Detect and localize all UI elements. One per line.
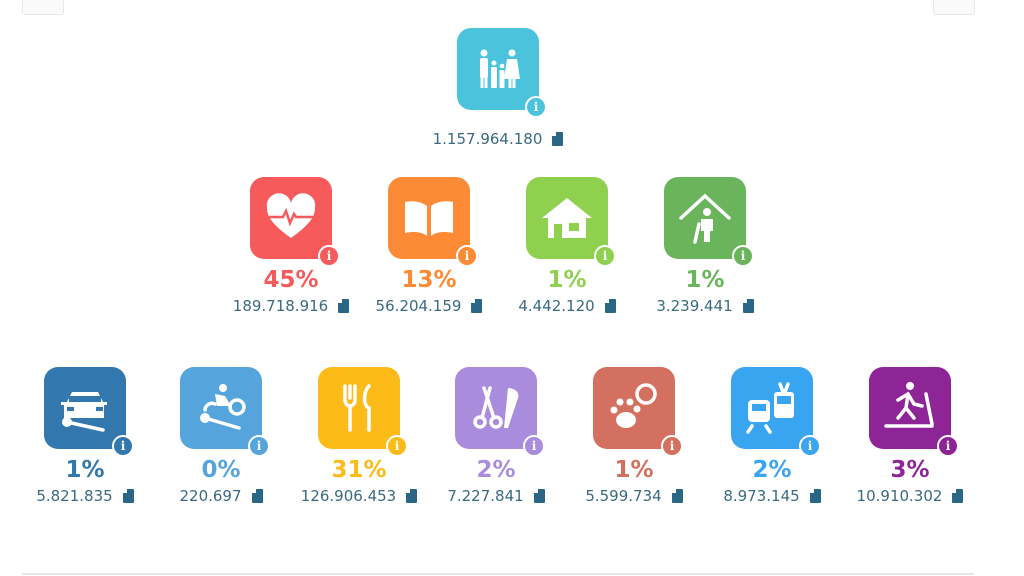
- motorbike-repair-tile[interactable]: i: [180, 367, 270, 457]
- percentage: 31%: [331, 457, 387, 483]
- percentage: 1%: [65, 457, 105, 483]
- fitness-tile[interactable]: i: [869, 367, 959, 457]
- next-button[interactable]: [933, 0, 975, 15]
- info-icon[interactable]: i: [525, 96, 547, 118]
- info-icon[interactable]: i: [318, 245, 340, 267]
- family-tile[interactable]: i: [457, 28, 547, 118]
- category-elderly-care: i 1% 3.239.441: [635, 177, 775, 315]
- document-icon[interactable]: [338, 299, 350, 313]
- percentage: 45%: [263, 267, 319, 293]
- amount: 1.157.964.180: [432, 130, 543, 148]
- motorbike-wrench-icon: [200, 384, 246, 430]
- category-car-repair: i 1% 5.821.835: [15, 367, 155, 505]
- amount: 10.910.302: [856, 487, 943, 505]
- percentage: 2%: [752, 457, 792, 483]
- amount: 8.973.145: [723, 487, 800, 505]
- info-icon[interactable]: i: [523, 435, 545, 457]
- category-food: i 31% 126.906.453: [289, 367, 429, 505]
- amount: 189.718.916: [232, 297, 329, 315]
- info-icon[interactable]: i: [732, 245, 754, 267]
- house-icon: [542, 198, 592, 238]
- pets-tile[interactable]: i: [593, 367, 683, 457]
- document-icon[interactable]: [742, 299, 754, 313]
- info-icon[interactable]: i: [661, 435, 683, 457]
- category-education: i 13% 56.204.159: [359, 177, 499, 315]
- category-transport: i 2% 8.973.145: [702, 367, 842, 505]
- open-book-icon: [405, 201, 453, 236]
- amount: 220.697: [179, 487, 242, 505]
- document-icon[interactable]: [552, 132, 564, 146]
- document-icon[interactable]: [406, 489, 418, 503]
- document-icon[interactable]: [809, 489, 821, 503]
- percentage: 13%: [401, 267, 457, 293]
- elderly-house-icon: [679, 193, 731, 244]
- document-icon[interactable]: [122, 489, 134, 503]
- family-icon: [480, 49, 520, 88]
- amount: 4.442.120: [518, 297, 595, 315]
- housing-tile[interactable]: i: [526, 177, 616, 267]
- amount: 126.906.453: [300, 487, 397, 505]
- category-family: i 1.157.964.180: [428, 28, 568, 148]
- info-icon[interactable]: i: [456, 245, 478, 267]
- food-tile[interactable]: i: [318, 367, 408, 457]
- category-pets: i 1% 5.599.734: [564, 367, 704, 505]
- percentage: 3%: [890, 457, 930, 483]
- divider: [22, 573, 974, 575]
- paw-icon: [610, 383, 657, 428]
- category-fitness: i 3% 10.910.302: [840, 367, 980, 505]
- amount: 7.227.841: [447, 487, 524, 505]
- amount: 5.821.835: [36, 487, 113, 505]
- document-icon[interactable]: [471, 299, 483, 313]
- education-tile[interactable]: i: [388, 177, 478, 267]
- info-icon[interactable]: i: [112, 435, 134, 457]
- document-icon[interactable]: [251, 489, 263, 503]
- category-motorbike-repair: i 0% 220.697: [151, 367, 291, 505]
- health-tile[interactable]: i: [250, 177, 340, 267]
- prev-button[interactable]: [22, 0, 64, 15]
- transport-tile[interactable]: i: [731, 367, 821, 457]
- fork-knife-icon: [343, 384, 371, 432]
- heart-pulse-icon: [266, 193, 316, 238]
- elderly-care-tile[interactable]: i: [664, 177, 754, 267]
- document-icon[interactable]: [604, 299, 616, 313]
- amount: 56.204.159: [375, 297, 462, 315]
- train-bus-icon: [746, 382, 794, 434]
- document-icon[interactable]: [952, 489, 964, 503]
- percentage: 2%: [476, 457, 516, 483]
- info-icon[interactable]: i: [594, 245, 616, 267]
- info-icon[interactable]: i: [248, 435, 270, 457]
- document-icon[interactable]: [533, 489, 545, 503]
- percentage: 0%: [201, 457, 241, 483]
- category-personal-care: i 2% 7.227.841: [426, 367, 566, 505]
- amount: 5.599.734: [585, 487, 662, 505]
- car-wrench-icon: [61, 392, 107, 432]
- personal-care-tile[interactable]: i: [455, 367, 545, 457]
- car-repair-tile[interactable]: i: [44, 367, 134, 457]
- scissors-comb-icon: [473, 386, 519, 429]
- category-housing: i 1% 4.442.120: [497, 177, 637, 315]
- amount: 3.239.441: [656, 297, 733, 315]
- info-icon[interactable]: i: [799, 435, 821, 457]
- category-health: i 45% 189.718.916: [221, 177, 361, 315]
- percentage: 1%: [614, 457, 654, 483]
- document-icon[interactable]: [671, 489, 683, 503]
- info-icon[interactable]: i: [937, 435, 959, 457]
- percentage: 1%: [685, 267, 725, 293]
- percentage: 1%: [547, 267, 587, 293]
- info-icon[interactable]: i: [386, 435, 408, 457]
- treadmill-icon: [884, 382, 934, 428]
